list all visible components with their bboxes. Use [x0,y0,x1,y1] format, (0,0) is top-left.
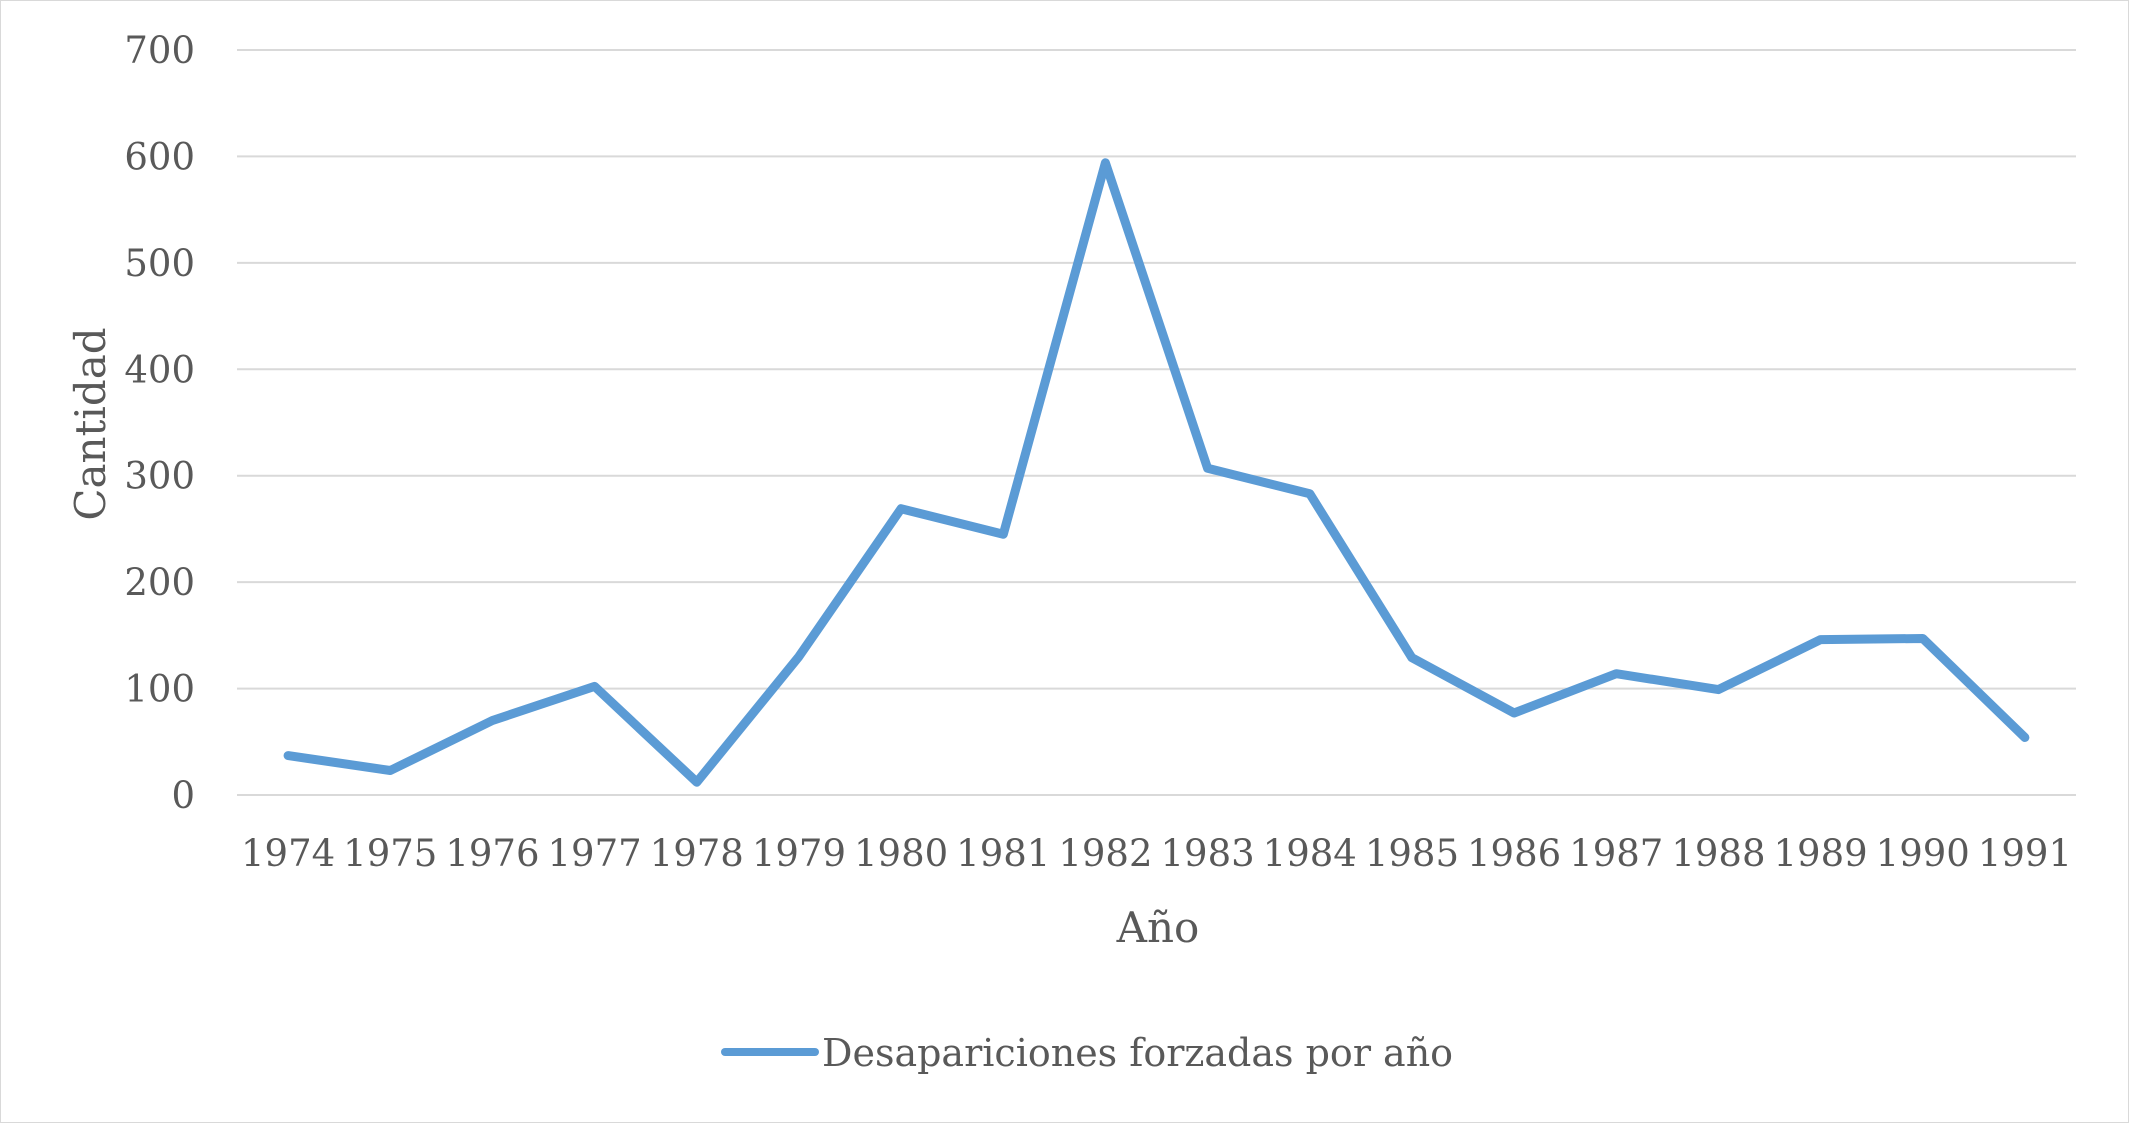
y-tick-label: 300 [124,455,195,498]
x-tick-labels: 1974 1975 1976 1977 1978 1979 1980 1981 1982 1983… [241,832,2072,875]
x-tick-label: 1988 [1671,832,1765,875]
x-tick-label: 1990 [1876,832,1970,875]
y-tick-label: 0 [171,774,195,817]
x-tick-label: 1983 [1160,832,1254,875]
x-tick-label: 1979 [752,832,846,875]
x-tick-label: 1975 [343,832,437,875]
x-tick-label: 1976 [445,832,539,875]
y-tick-labels: 0 100 200 300 400 500 600 700 [124,29,195,817]
gridlines [237,49,2076,796]
y-tick-label: 700 [124,29,195,72]
x-tick-label: 1986 [1467,832,1561,875]
x-tick-label: 1985 [1365,832,1459,875]
x-tick-label: 1977 [547,832,641,875]
x-tick-label: 1980 [854,832,948,875]
y-tick-label: 100 [124,668,195,711]
x-tick-label: 1989 [1773,832,1867,875]
x-tick-label: 1981 [956,832,1050,875]
x-tick-label: 1991 [1978,832,2072,875]
x-axis-title: Año [1116,903,1200,952]
y-tick-label: 400 [124,348,195,391]
x-tick-label: 1984 [1263,832,1357,875]
y-tick-label: 600 [124,135,195,178]
legend: Desapariciones forzadas por año [721,1031,1453,1075]
x-tick-label: 1974 [241,832,335,875]
series-layer [283,158,2030,787]
legend-label: Desapariciones forzadas por año [822,1031,1453,1075]
x-tick-label: 1982 [1058,832,1152,875]
y-tick-label: 500 [124,242,195,285]
y-tick-label: 200 [124,561,195,604]
series-line [283,158,2030,787]
x-tick-label: 1987 [1569,832,1663,875]
x-tick-label: 1978 [650,832,744,875]
y-axis-title: Cantidad [66,327,115,520]
